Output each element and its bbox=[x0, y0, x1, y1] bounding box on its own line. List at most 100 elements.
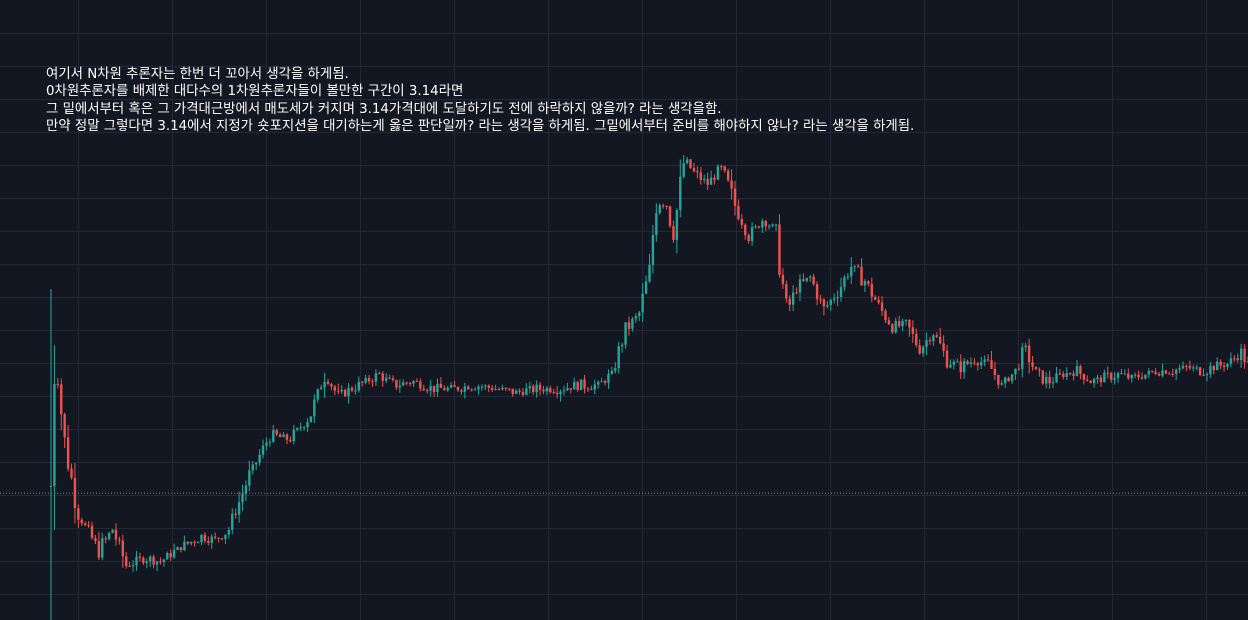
candle-up bbox=[846, 276, 850, 278]
candle-up bbox=[651, 235, 655, 265]
candle-up bbox=[634, 316, 638, 319]
candle-up bbox=[1147, 370, 1151, 375]
candle-down bbox=[720, 166, 723, 168]
candle-down bbox=[549, 387, 552, 392]
candle-down bbox=[908, 319, 911, 328]
candle-down bbox=[275, 430, 278, 435]
candle-up bbox=[791, 292, 795, 305]
candle-down bbox=[87, 525, 90, 527]
candle-up bbox=[1161, 370, 1164, 376]
candle-down bbox=[860, 266, 863, 286]
candle-down bbox=[1202, 375, 1205, 377]
candle-down bbox=[203, 534, 207, 541]
candle-up bbox=[374, 373, 378, 382]
candle-down bbox=[278, 434, 282, 438]
candle-up bbox=[969, 362, 973, 364]
candle-up bbox=[1116, 373, 1120, 378]
candle-down bbox=[744, 224, 747, 236]
candle-down bbox=[884, 310, 887, 321]
candle-up bbox=[302, 427, 306, 429]
candle-down bbox=[350, 387, 354, 391]
candle-up bbox=[148, 556, 152, 562]
candle-up bbox=[1123, 373, 1127, 375]
candle-down bbox=[521, 391, 525, 395]
candle-down bbox=[490, 387, 494, 390]
candle-up bbox=[805, 277, 809, 281]
candle-down bbox=[986, 359, 990, 361]
candle-down bbox=[90, 525, 94, 538]
candle-down bbox=[217, 537, 220, 539]
candle-up bbox=[980, 362, 983, 366]
candle-down bbox=[942, 343, 945, 351]
candle-up bbox=[446, 387, 449, 391]
candle-up bbox=[1021, 347, 1024, 369]
candle-up bbox=[850, 266, 853, 277]
candle-down bbox=[381, 373, 384, 381]
candle-up bbox=[268, 441, 272, 443]
candle-up bbox=[248, 470, 251, 486]
candle-up bbox=[107, 532, 111, 540]
candle-down bbox=[928, 340, 932, 342]
candle-down bbox=[730, 180, 733, 189]
candle-down bbox=[118, 539, 121, 541]
candle-up bbox=[244, 485, 248, 494]
candle-up bbox=[183, 541, 186, 551]
candle-up bbox=[402, 382, 405, 386]
candle-down bbox=[285, 434, 289, 440]
candle-down bbox=[395, 379, 398, 388]
candle-down bbox=[432, 385, 436, 393]
candle-down bbox=[747, 235, 750, 242]
candle-up bbox=[480, 386, 484, 388]
candle-up bbox=[528, 386, 531, 389]
candle-up bbox=[190, 541, 193, 544]
candle-up bbox=[1229, 358, 1233, 364]
candle-up bbox=[1226, 363, 1229, 367]
candle-down bbox=[213, 536, 217, 538]
candle-up bbox=[176, 547, 179, 551]
candle-up bbox=[477, 386, 480, 390]
candle-down bbox=[159, 561, 162, 563]
candle-down bbox=[169, 553, 172, 558]
candle-down bbox=[1198, 367, 1202, 376]
candle-down bbox=[918, 345, 921, 354]
candle-up bbox=[1024, 345, 1027, 348]
candle-down bbox=[1034, 366, 1038, 370]
candle-up bbox=[1103, 372, 1106, 383]
annotation-line-1: 여기서 N차원 추론자는 한번 더 꼬아서 생각을 하게됨. bbox=[46, 67, 349, 82]
candle-down bbox=[1222, 365, 1226, 367]
candle-up bbox=[155, 561, 159, 565]
candle-up bbox=[843, 277, 846, 288]
candle-down bbox=[391, 378, 395, 380]
candle-down bbox=[555, 392, 559, 395]
candle-up bbox=[904, 319, 908, 321]
candle-up bbox=[1174, 369, 1178, 374]
candle-down bbox=[508, 388, 511, 390]
candle-up bbox=[620, 344, 624, 347]
candle-down bbox=[733, 188, 737, 206]
candle-down bbox=[689, 159, 692, 168]
candle-up bbox=[1130, 375, 1133, 379]
candle-up bbox=[299, 427, 302, 429]
candle-down bbox=[470, 389, 473, 391]
candle-down bbox=[388, 377, 391, 379]
candle-down bbox=[897, 321, 901, 327]
candle-up bbox=[798, 279, 802, 293]
candle-down bbox=[812, 276, 815, 285]
candle-down bbox=[1110, 373, 1113, 380]
candle-down bbox=[802, 279, 805, 281]
candle-down bbox=[1031, 362, 1034, 367]
candle-up bbox=[449, 385, 453, 388]
candle-up bbox=[265, 442, 268, 446]
candle-down bbox=[1038, 369, 1041, 371]
candle-up bbox=[1096, 377, 1099, 380]
candle-up bbox=[600, 381, 603, 383]
candle-up bbox=[703, 178, 706, 181]
candle-down bbox=[56, 383, 60, 385]
candle-up bbox=[501, 387, 504, 390]
candle-down bbox=[661, 205, 665, 207]
candle-up bbox=[901, 320, 904, 327]
candle-down bbox=[66, 437, 70, 469]
candle-down bbox=[453, 385, 456, 387]
candle-up bbox=[272, 430, 275, 442]
candle-down bbox=[333, 386, 337, 391]
